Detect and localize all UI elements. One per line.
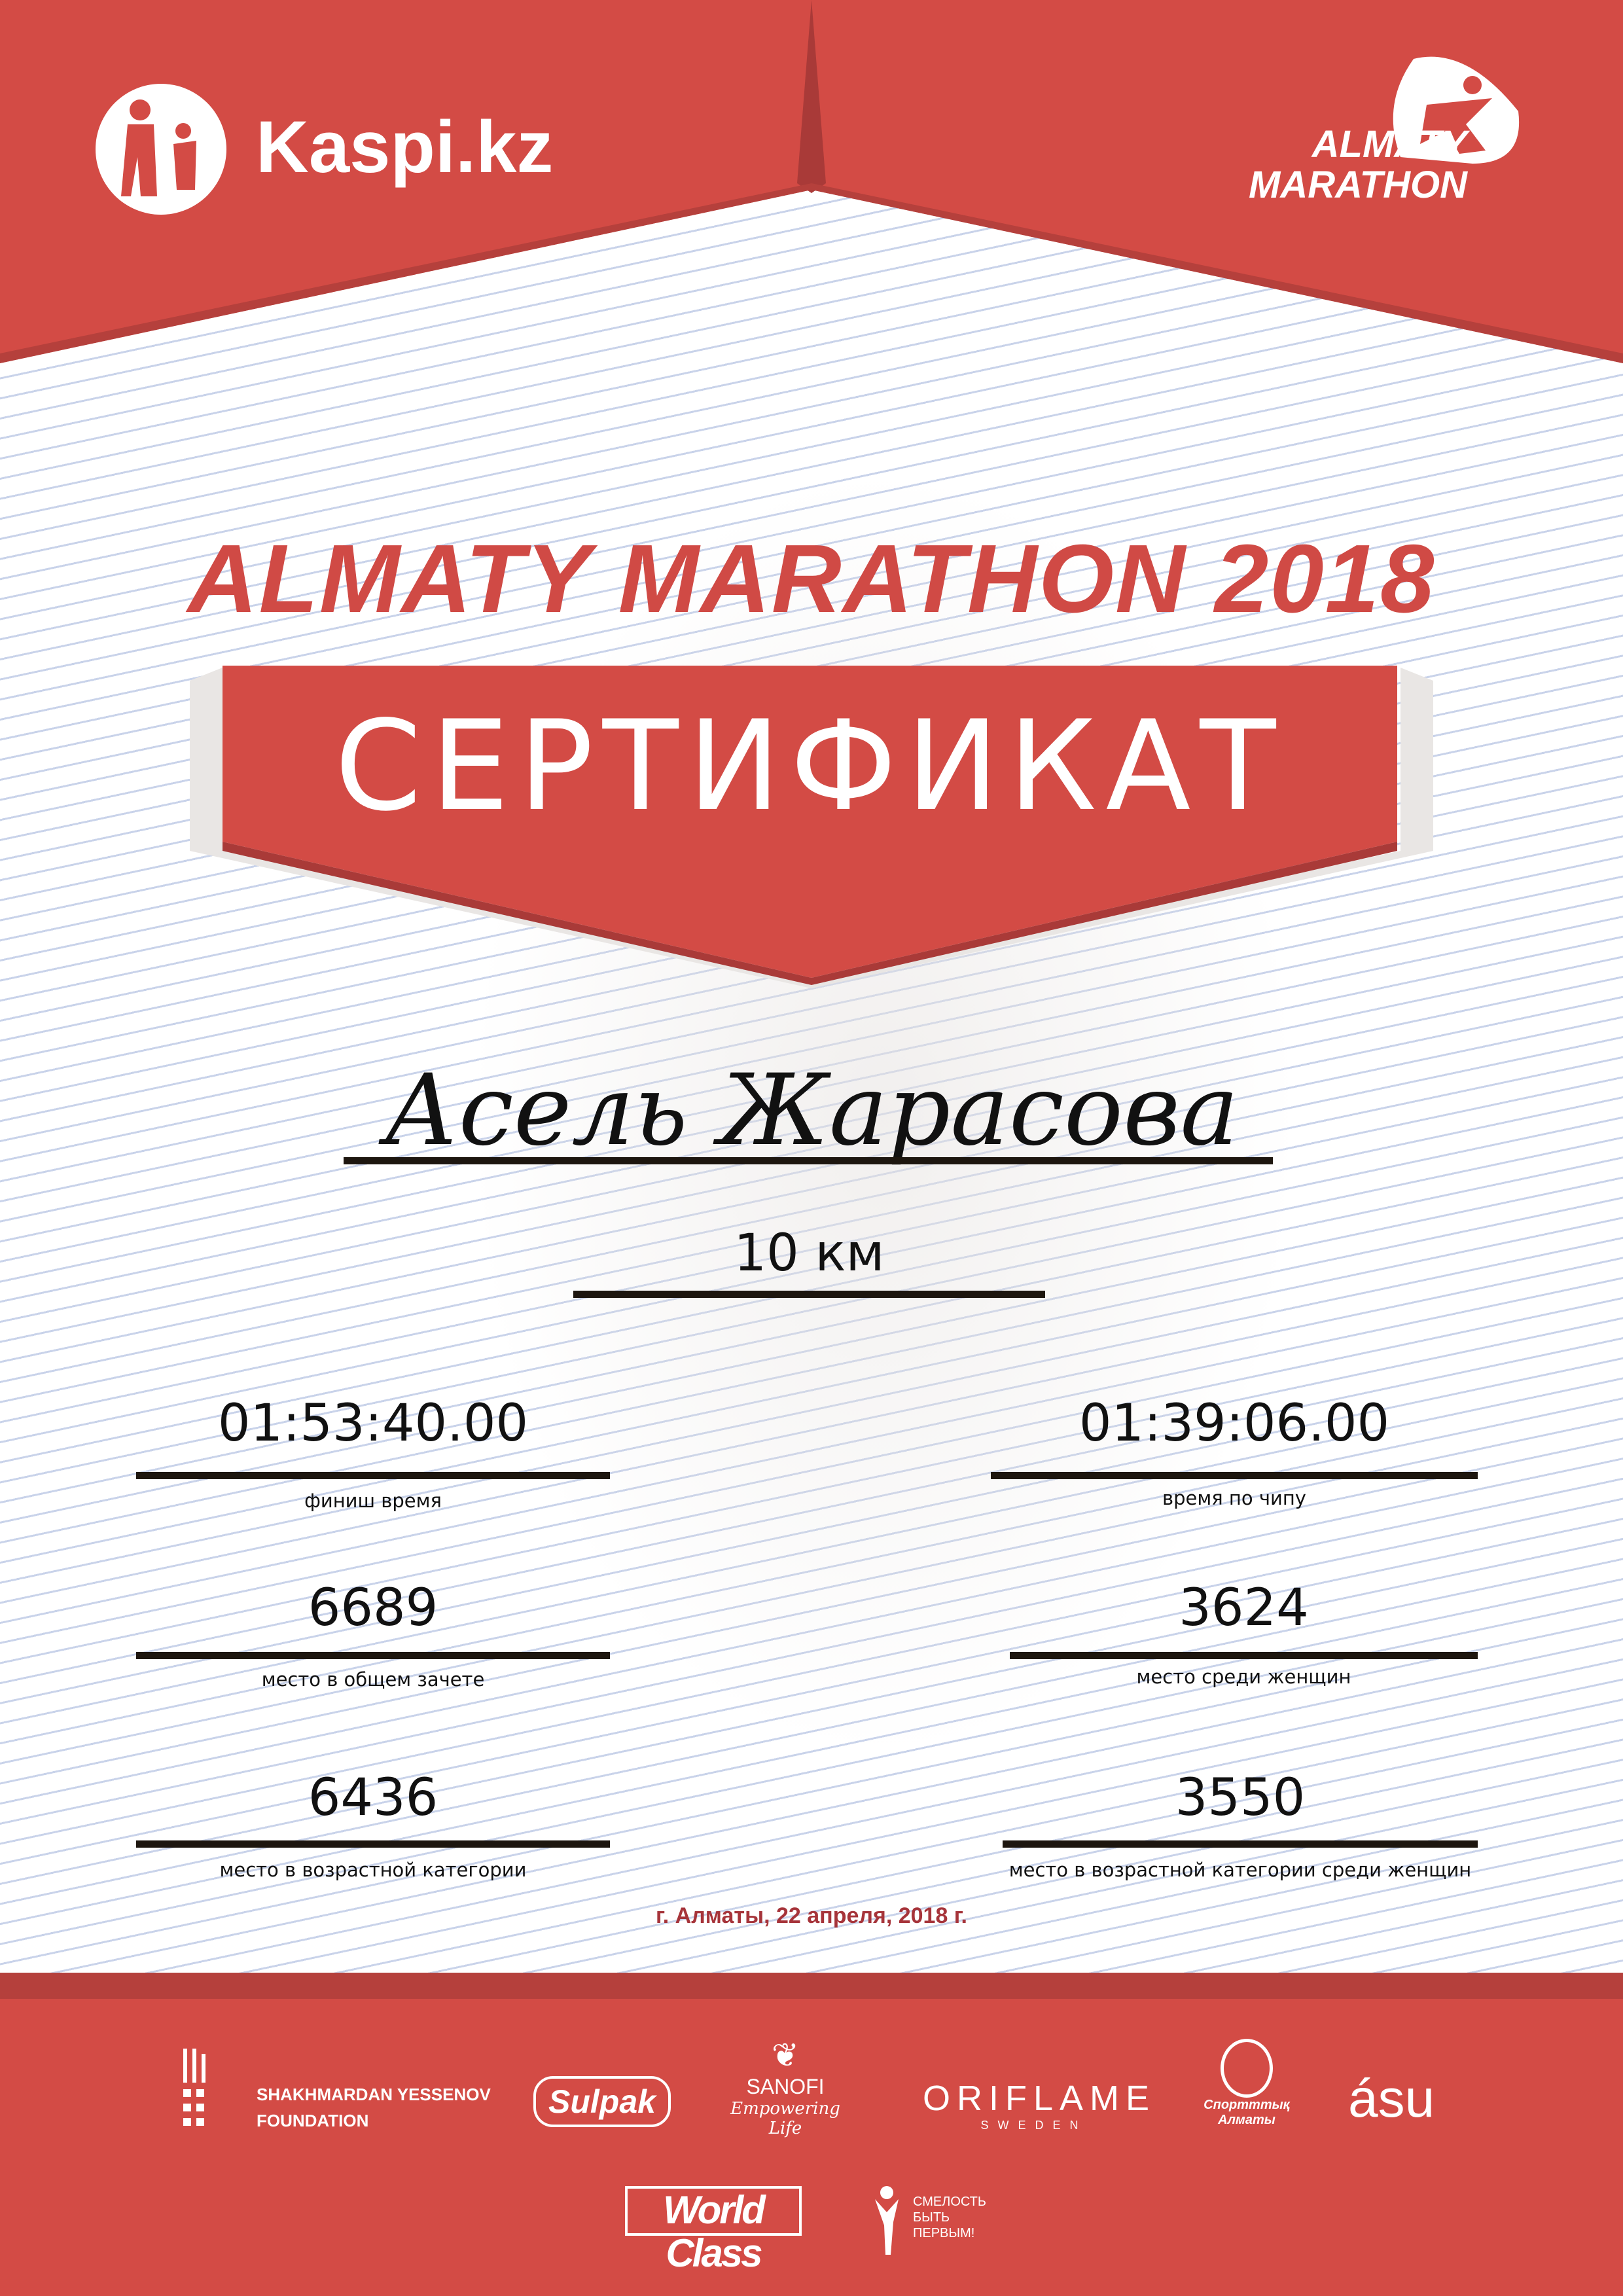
- chip-time-value: 01:39:06.00: [1079, 1394, 1390, 1453]
- oriflame-sub: SWEDEN: [980, 2119, 1088, 2132]
- logo-line-2: MARATHON: [1249, 164, 1467, 206]
- distance-value: 10 км: [734, 1224, 885, 1283]
- fund-line-1: СМЕЛОСТЬ: [913, 2195, 987, 2209]
- kaspi-logo-icon: [96, 84, 226, 215]
- underline: [1010, 1652, 1478, 1659]
- name-underline: [344, 1157, 1273, 1164]
- participant-name: Асель Жарасова: [384, 1054, 1239, 1168]
- distance-underline: [573, 1291, 1045, 1298]
- age-category-place-value: 6436: [308, 1768, 438, 1827]
- certificate-ribbon: [190, 666, 1433, 988]
- sanofi-tagline: Empowering Life: [730, 2099, 840, 2138]
- fund-line-2: БЫТЬ: [913, 2210, 950, 2225]
- oriflame-logo: ORIFLAME SWEDEN: [923, 2078, 1156, 2132]
- overall-place-label: место в общем зачете: [261, 1668, 485, 1691]
- logo-line-1: ALMATY: [1311, 123, 1467, 166]
- top-banner: [0, 0, 1623, 363]
- yessenov-line-1: SHAKHMARDAN YESSENOV: [257, 2085, 491, 2104]
- women-place-value: 3624: [1179, 1579, 1309, 1638]
- date-place: г. Алматы, 22 апреля, 2018 г.: [656, 1903, 967, 1928]
- yessenov-foundation-logo: SHAKHMARDAN YESSENOV FOUNDATION: [257, 2081, 491, 2134]
- underline: [136, 1840, 610, 1848]
- yessenov-foundation-icon: [183, 2049, 205, 2126]
- underline: [136, 1652, 610, 1659]
- chip-time-label: время по чипу: [1162, 1487, 1306, 1509]
- fund-logo-text: СМЕЛОСТЬ БЫТЬ ПЕРВЫМ!: [913, 2194, 986, 2241]
- oriflame-text: ORIFLAME: [923, 2079, 1156, 2118]
- underline: [136, 1472, 610, 1479]
- sport-almaty-text: Спортттық Алматы: [1204, 2098, 1290, 2127]
- certificate-label: СЕРТИФИКАТ: [334, 694, 1285, 838]
- underline: [1003, 1840, 1478, 1848]
- asu-logo: ásu: [1348, 2069, 1435, 2128]
- runners-photo-background: [0, 0, 1623, 1977]
- almaty-marathon-logo: ALMATY MARATHON: [1219, 124, 1467, 206]
- age-category-place-label: место в возрастной категории: [219, 1859, 527, 1881]
- sanofi-bird-icon: ❦: [772, 2037, 799, 2073]
- yessenov-line-2: FOUNDATION: [257, 2111, 369, 2130]
- overall-place-value: 6689: [308, 1579, 438, 1638]
- finish-time-label: финиш время: [304, 1490, 442, 1512]
- kaspi-logo-text: Kaspi.kz: [256, 106, 554, 188]
- women-age-category-place-label: место в возрастной категории среди женщи…: [1008, 1859, 1472, 1881]
- world-class-logo: World Class: [625, 2186, 802, 2275]
- sport-almaty-emblem-icon: [1221, 2039, 1273, 2098]
- underline: [991, 1472, 1478, 1479]
- event-title: ALMATY MARATHON 2018: [187, 525, 1436, 633]
- sulpak-logo: Sulpak: [533, 2076, 671, 2127]
- finish-time-value: 01:53:40.00: [217, 1394, 529, 1453]
- fund-runner-icon: [875, 2186, 899, 2255]
- sanofi-text: SANOFI: [746, 2075, 825, 2098]
- sport-almaty-logo: Спортттық Алматы: [1198, 2039, 1296, 2128]
- women-age-category-place-value: 3550: [1175, 1768, 1306, 1827]
- sanofi-logo: ❦ SANOFI Empowering Life: [730, 2036, 841, 2138]
- fund-line-3: ПЕРВЫМ!: [913, 2226, 975, 2240]
- sponsors-footer: [0, 1973, 1623, 2296]
- women-place-label: место среди женщин: [1136, 1666, 1351, 1688]
